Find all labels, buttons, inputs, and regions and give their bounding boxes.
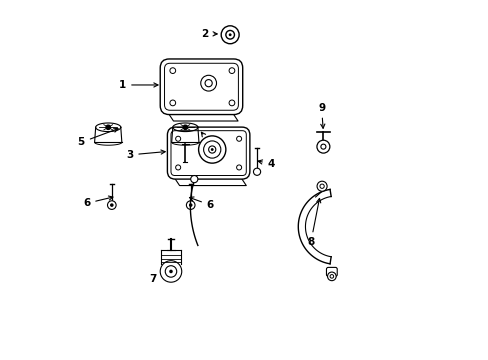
Circle shape: [203, 141, 221, 158]
Circle shape: [175, 165, 180, 170]
Circle shape: [107, 201, 116, 210]
Circle shape: [160, 261, 182, 282]
Circle shape: [236, 136, 241, 141]
Circle shape: [236, 165, 241, 170]
Circle shape: [253, 168, 260, 175]
Text: 7: 7: [149, 267, 179, 284]
Circle shape: [221, 26, 239, 44]
Circle shape: [169, 270, 172, 273]
Circle shape: [316, 140, 329, 153]
Circle shape: [188, 203, 192, 207]
Text: 9: 9: [317, 103, 325, 128]
Circle shape: [210, 148, 213, 151]
Circle shape: [110, 203, 113, 207]
Circle shape: [169, 100, 175, 106]
FancyBboxPatch shape: [167, 127, 249, 179]
Circle shape: [228, 33, 231, 36]
Circle shape: [228, 100, 234, 106]
Text: 5: 5: [78, 128, 118, 147]
Text: 6: 6: [189, 197, 214, 210]
Circle shape: [165, 266, 176, 277]
Text: 6: 6: [83, 196, 113, 208]
Text: 5: 5: [201, 132, 214, 149]
Text: 2: 2: [201, 29, 217, 39]
Circle shape: [198, 136, 225, 163]
Circle shape: [183, 125, 187, 130]
Text: 1: 1: [119, 80, 158, 90]
Circle shape: [316, 181, 326, 191]
FancyBboxPatch shape: [326, 267, 337, 276]
Circle shape: [201, 75, 216, 91]
Circle shape: [106, 125, 110, 130]
Circle shape: [186, 201, 195, 210]
FancyBboxPatch shape: [160, 59, 242, 114]
Text: 8: 8: [306, 198, 320, 247]
Circle shape: [228, 68, 234, 73]
Circle shape: [327, 272, 335, 281]
Text: 3: 3: [126, 150, 165, 160]
Circle shape: [175, 136, 180, 141]
Text: 4: 4: [258, 159, 275, 169]
Circle shape: [190, 176, 198, 183]
Circle shape: [169, 68, 175, 73]
Circle shape: [208, 146, 215, 153]
